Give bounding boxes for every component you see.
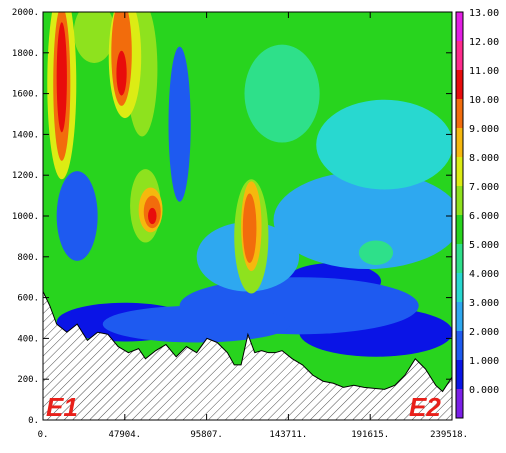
colorbar-swatch bbox=[456, 273, 463, 302]
colorbar-swatch bbox=[456, 302, 463, 331]
x-tick-label: 239518. bbox=[430, 430, 468, 440]
colorbar-label: 3.000 bbox=[469, 298, 499, 309]
colorbar-swatch bbox=[456, 128, 463, 157]
y-tick-label: 1000. bbox=[12, 212, 39, 222]
terrain-hatch bbox=[43, 291, 452, 420]
colorbar-label: 13.00 bbox=[469, 8, 499, 19]
y-axis: 0. 200. 400. 600. 800. 1000. 1200. 1400. 1600. 18… bbox=[12, 8, 452, 426]
colorbar-label: 9.000 bbox=[469, 124, 499, 135]
contour-level-4 bbox=[316, 99, 452, 190]
x-axis: 0. 47904. 95807. 143711. 191615. 239518. bbox=[38, 12, 468, 440]
colorbar-label: 0.000 bbox=[469, 385, 499, 396]
contour-level-2 bbox=[168, 46, 191, 202]
contour-level-5 bbox=[244, 44, 320, 143]
y-tick-label: 200. bbox=[17, 375, 39, 385]
terrain-layer bbox=[43, 291, 452, 420]
colorbar-swatch bbox=[456, 12, 463, 41]
contour-level-11 bbox=[56, 22, 67, 133]
y-tick-label: 600. bbox=[17, 294, 39, 304]
contour-level-10 bbox=[242, 193, 257, 263]
colorbar: 0.000 1.000 2.000 3.000 4.000 5.000 6.000 7.000… bbox=[455, 8, 499, 419]
section-start-marker: E1 bbox=[46, 392, 78, 422]
colorbar-swatch bbox=[456, 99, 463, 128]
contour-level-11 bbox=[116, 50, 127, 96]
colorbar-label: 2.000 bbox=[469, 327, 499, 338]
y-tick-label: 1200. bbox=[12, 171, 39, 181]
y-tick-label: 1800. bbox=[12, 49, 39, 59]
colorbar-label: 6.000 bbox=[469, 211, 499, 222]
colorbar-label: 11.00 bbox=[469, 66, 499, 77]
colorbar-swatch bbox=[456, 244, 463, 273]
contour-level-3 bbox=[273, 171, 452, 270]
contour-level-5 bbox=[358, 240, 394, 265]
contour-level-2 bbox=[102, 305, 291, 343]
field-contours bbox=[47, 12, 452, 357]
x-tick-label: 0. bbox=[38, 430, 49, 440]
colorbar-label: 4.000 bbox=[469, 269, 499, 280]
y-tick-label: 400. bbox=[17, 334, 39, 344]
colorbar-swatch bbox=[456, 215, 463, 244]
section-end-marker: E2 bbox=[409, 392, 441, 422]
y-tick-label: 2000. bbox=[12, 8, 39, 18]
colorbar-label: 5.000 bbox=[469, 240, 499, 251]
colorbar-swatch bbox=[456, 70, 463, 99]
plot-area bbox=[42, 11, 453, 421]
colorbar-swatch bbox=[456, 186, 463, 215]
contour-level-2 bbox=[56, 171, 98, 261]
colorbar-frame bbox=[455, 11, 464, 419]
x-tick-label: 95807. bbox=[190, 430, 223, 440]
x-tick-label: 47904. bbox=[109, 430, 142, 440]
colorbar-swatch bbox=[456, 41, 463, 70]
colorbar-swatch bbox=[456, 360, 463, 389]
colorbar-swatch bbox=[456, 157, 463, 186]
x-tick-label: 191615. bbox=[351, 430, 389, 440]
colorbar-label: 12.00 bbox=[469, 37, 499, 48]
y-tick-label: 0. bbox=[28, 416, 39, 426]
y-tick-label: 1400. bbox=[12, 130, 39, 140]
contour-level-11 bbox=[148, 207, 157, 225]
colorbar-swatch bbox=[456, 389, 463, 418]
y-tick-label: 1600. bbox=[12, 90, 39, 100]
contour-level-7 bbox=[73, 12, 115, 63]
colorbar-label: 10.00 bbox=[469, 95, 499, 106]
colorbar-swatch bbox=[456, 331, 463, 360]
colorbar-label: 7.000 bbox=[469, 182, 499, 193]
x-tick-label: 143711. bbox=[269, 430, 307, 440]
y-tick-label: 800. bbox=[17, 253, 39, 263]
colorbar-label: 1.000 bbox=[469, 356, 499, 367]
colorbar-label: 8.000 bbox=[469, 153, 499, 164]
